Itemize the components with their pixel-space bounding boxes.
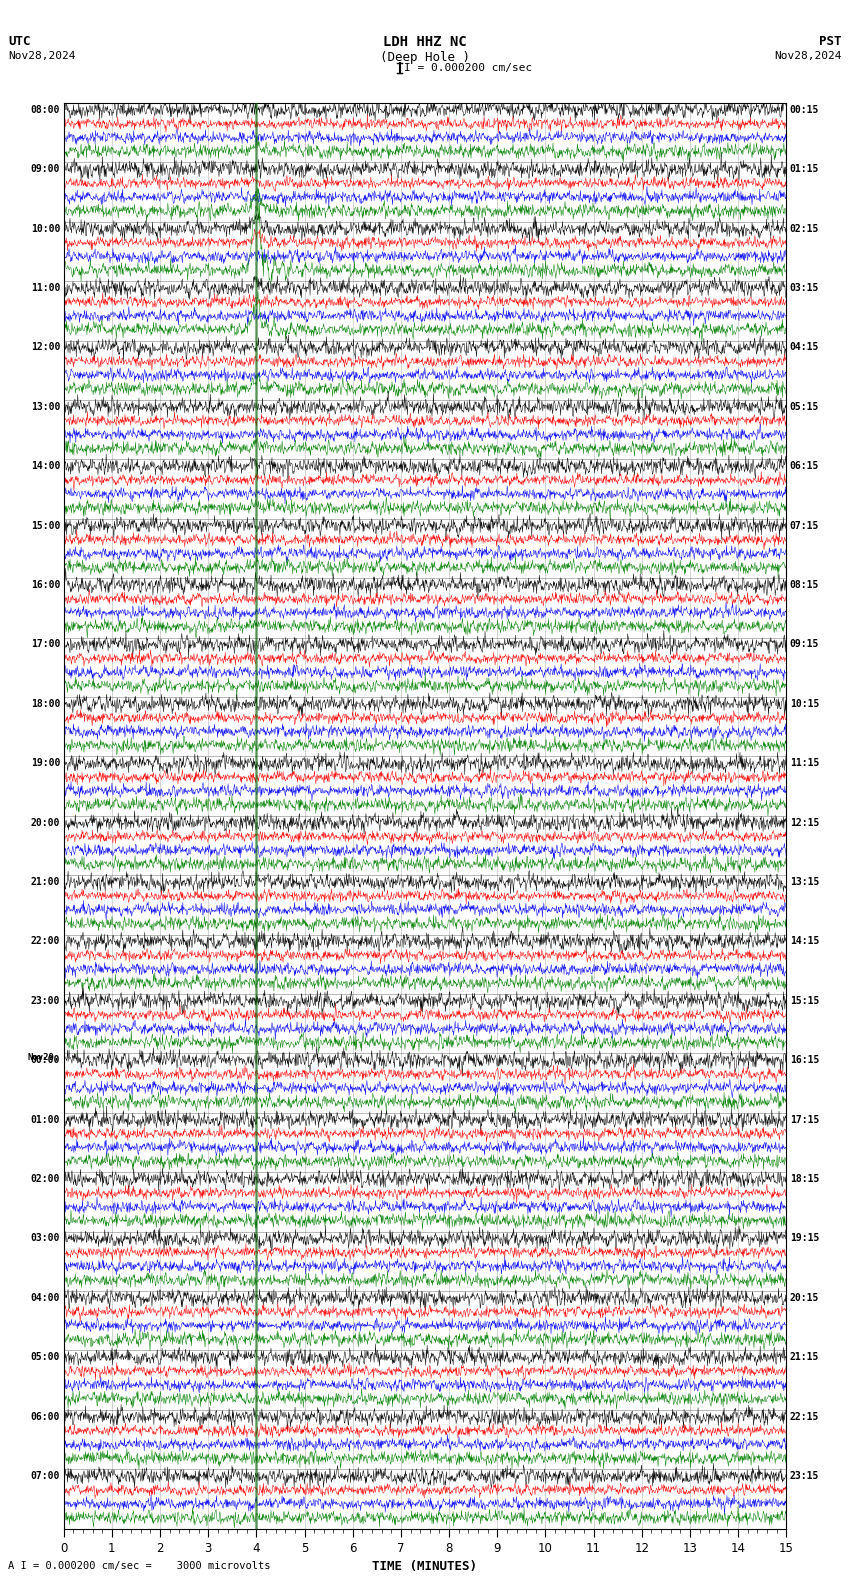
Text: 22:00: 22:00 [31,936,60,947]
Text: 17:15: 17:15 [790,1115,819,1125]
Text: A I = 0.000200 cm/sec =    3000 microvolts: A I = 0.000200 cm/sec = 3000 microvolts [8,1562,271,1571]
Text: 19:15: 19:15 [790,1234,819,1243]
Text: 14:00: 14:00 [31,461,60,472]
Text: 07:00: 07:00 [31,1472,60,1481]
Text: UTC: UTC [8,35,31,48]
Text: 05:15: 05:15 [790,402,819,412]
Text: LDH HHZ NC: LDH HHZ NC [383,35,467,49]
Text: 07:15: 07:15 [790,521,819,531]
Text: 22:15: 22:15 [790,1411,819,1422]
Text: 11:15: 11:15 [790,759,819,768]
Text: 04:00: 04:00 [31,1293,60,1304]
Text: I = 0.000200 cm/sec: I = 0.000200 cm/sec [404,63,532,73]
Text: PST: PST [819,35,842,48]
Text: 23:15: 23:15 [790,1472,819,1481]
Text: 12:00: 12:00 [31,342,60,353]
Text: 06:15: 06:15 [790,461,819,472]
Text: 16:00: 16:00 [31,580,60,591]
Text: 13:00: 13:00 [31,402,60,412]
Text: 12:15: 12:15 [790,817,819,828]
Text: 01:15: 01:15 [790,165,819,174]
Text: Nov28,2024: Nov28,2024 [8,51,76,60]
Text: Nov29,: Nov29, [28,1053,60,1063]
Text: 16:15: 16:15 [790,1055,819,1066]
Text: 05:00: 05:00 [31,1353,60,1362]
Text: 19:00: 19:00 [31,759,60,768]
Text: 03:00: 03:00 [31,1234,60,1243]
X-axis label: TIME (MINUTES): TIME (MINUTES) [372,1560,478,1573]
Text: 00:00: 00:00 [31,1055,60,1066]
Text: 20:00: 20:00 [31,817,60,828]
Text: Nov28,2024: Nov28,2024 [774,51,842,60]
Text: 00:15: 00:15 [790,105,819,116]
Text: 18:15: 18:15 [790,1174,819,1185]
Text: 10:15: 10:15 [790,699,819,710]
Text: 03:15: 03:15 [790,284,819,293]
Text: 21:15: 21:15 [790,1353,819,1362]
Text: 10:00: 10:00 [31,223,60,234]
Text: 11:00: 11:00 [31,284,60,293]
Text: 02:15: 02:15 [790,223,819,234]
Text: 08:00: 08:00 [31,105,60,116]
Text: 09:00: 09:00 [31,165,60,174]
Text: 09:15: 09:15 [790,640,819,649]
Text: 21:00: 21:00 [31,878,60,887]
Text: (Deep Hole ): (Deep Hole ) [380,51,470,63]
Text: 02:00: 02:00 [31,1174,60,1185]
Text: 06:00: 06:00 [31,1411,60,1422]
Text: 15:00: 15:00 [31,521,60,531]
Text: 04:15: 04:15 [790,342,819,353]
Text: 17:00: 17:00 [31,640,60,649]
Text: 08:15: 08:15 [790,580,819,591]
Text: 15:15: 15:15 [790,996,819,1006]
Text: 01:00: 01:00 [31,1115,60,1125]
Text: 18:00: 18:00 [31,699,60,710]
Text: 14:15: 14:15 [790,936,819,947]
Text: 23:00: 23:00 [31,996,60,1006]
Text: 13:15: 13:15 [790,878,819,887]
Text: 20:15: 20:15 [790,1293,819,1304]
